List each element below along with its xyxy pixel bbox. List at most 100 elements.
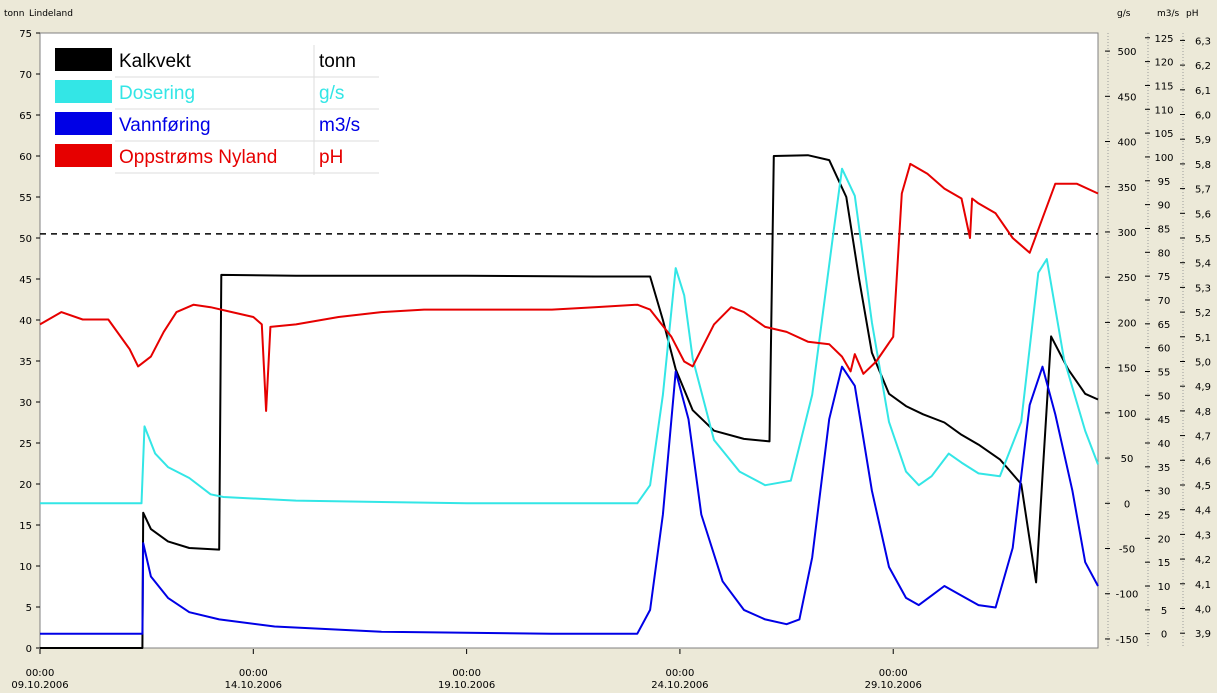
right-axis-unit-ph: pH xyxy=(1186,9,1198,19)
x-tick-label-time: 00:00 xyxy=(452,668,481,679)
y-tick-label-ph: 4,0 xyxy=(1195,604,1211,615)
legend-swatch-vannforing xyxy=(55,112,112,135)
y-tick-label-ph: 6,2 xyxy=(1195,61,1211,72)
y-tick-label-m3s: 35 xyxy=(1158,463,1171,474)
x-tick-label-time: 00:00 xyxy=(666,668,695,679)
y-tick-label-m3s: 120 xyxy=(1154,58,1173,69)
y-tick-label-gs: 250 xyxy=(1117,273,1136,284)
y-tick-label-ph: 5,5 xyxy=(1195,234,1211,245)
y-tick-label-gs: 50 xyxy=(1121,454,1134,465)
y-tick-label-m3s: 0 xyxy=(1161,630,1167,641)
y-tick-label-gs: 0 xyxy=(1124,499,1130,510)
y-tick-label-gs: 450 xyxy=(1117,92,1136,103)
y-tick-label-m3s: 40 xyxy=(1158,439,1171,450)
y-tick-label-tonn: 30 xyxy=(19,398,32,409)
y-tick-label-ph: 4,8 xyxy=(1195,407,1211,418)
y-tick-label-m3s: 110 xyxy=(1154,105,1173,116)
y-tick-label-tonn: 25 xyxy=(19,439,32,450)
x-tick-label-date: 29.10.2006 xyxy=(865,680,922,691)
y-tick-label-ph: 4,5 xyxy=(1195,481,1211,492)
legend-swatch-dosering xyxy=(55,80,112,103)
y-tick-label-ph: 4,9 xyxy=(1195,382,1211,393)
y-tick-label-m3s: 65 xyxy=(1158,320,1171,331)
series-line-ph xyxy=(39,162,1099,412)
right-axis-unit-m3s: m3/s xyxy=(1157,9,1180,19)
y-tick-label-gs: 150 xyxy=(1117,364,1136,375)
y-tick-label-ph: 4,4 xyxy=(1195,506,1211,517)
y-tick-label-ph: 5,8 xyxy=(1195,160,1211,171)
series-line-kalkvekt xyxy=(40,154,1099,649)
y-tick-label-tonn: 60 xyxy=(19,152,32,163)
y-tick-label-m3s: 75 xyxy=(1158,272,1171,283)
y-tick-label-m3s: 105 xyxy=(1154,129,1173,140)
right-axis-unit-gs: g/s xyxy=(1117,9,1131,19)
x-tick-label-date: 24.10.2006 xyxy=(651,680,708,691)
y-tick-label-ph: 6,0 xyxy=(1195,111,1211,122)
legend-label-ph: Oppstrøms Nyland xyxy=(119,147,277,168)
y-tick-label-m3s: 50 xyxy=(1158,391,1171,402)
y-tick-label-m3s: 125 xyxy=(1154,34,1173,45)
y-tick-label-ph: 5,0 xyxy=(1195,357,1211,368)
y-tick-label-ph: 4,2 xyxy=(1195,555,1211,566)
legend-unit-dosering: g/s xyxy=(319,83,344,104)
x-tick-label-time: 00:00 xyxy=(239,668,268,679)
left-axis-unit: tonn xyxy=(4,9,24,19)
y-tick-label-gs: 350 xyxy=(1117,183,1136,194)
legend-swatch-ph xyxy=(55,144,112,167)
series-line-dosering xyxy=(40,167,1099,505)
legend-swatch-kalkvekt xyxy=(55,48,112,71)
y-tick-label-ph: 3,9 xyxy=(1195,629,1211,640)
y-tick-label-ph: 4,3 xyxy=(1195,530,1211,541)
y-tick-label-m3s: 15 xyxy=(1158,558,1171,569)
y-tick-label-m3s: 10 xyxy=(1158,582,1171,593)
y-tick-label-tonn: 45 xyxy=(19,275,32,286)
y-tick-label-ph: 5,6 xyxy=(1195,209,1211,220)
x-tick-label-date: 19.10.2006 xyxy=(438,680,495,691)
y-tick-label-ph: 6,1 xyxy=(1195,86,1211,97)
y-tick-label-tonn: 50 xyxy=(19,234,32,245)
y-tick-label-tonn: 40 xyxy=(19,316,32,327)
y-tick-label-m3s: 55 xyxy=(1158,367,1171,378)
legend-unit-kalkvekt: tonn xyxy=(319,51,356,72)
series-line-vannforing xyxy=(40,365,1099,635)
y-tick-label-gs: 500 xyxy=(1117,47,1136,58)
y-tick-label-gs: 200 xyxy=(1117,318,1136,329)
y-tick-label-ph: 4,1 xyxy=(1195,580,1211,591)
y-tick-label-m3s: 25 xyxy=(1158,511,1171,522)
y-tick-label-ph: 5,1 xyxy=(1195,333,1211,344)
y-tick-label-m3s: 60 xyxy=(1158,344,1171,355)
y-tick-label-ph: 6,3 xyxy=(1195,36,1211,47)
y-tick-label-gs: -50 xyxy=(1119,545,1135,556)
legend-label-kalkvekt: Kalkvekt xyxy=(119,51,192,72)
y-tick-label-ph: 5,4 xyxy=(1195,259,1211,270)
y-tick-label-m3s: 80 xyxy=(1158,248,1171,259)
y-tick-label-ph: 4,6 xyxy=(1195,456,1211,467)
y-tick-label-m3s: 95 xyxy=(1158,177,1171,188)
y-tick-label-tonn: 75 xyxy=(19,29,32,40)
y-tick-label-tonn: 10 xyxy=(19,562,32,573)
legend-unit-ph: pH xyxy=(319,147,343,168)
y-tick-label-tonn: 35 xyxy=(19,357,32,368)
legend-unit-vannforing: m3/s xyxy=(319,115,360,136)
y-tick-label-m3s: 115 xyxy=(1154,81,1173,92)
y-tick-label-tonn: 65 xyxy=(19,111,32,122)
y-tick-label-tonn: 5 xyxy=(26,603,32,614)
station-name: Lindeland xyxy=(29,9,73,19)
chart-legend: Kalkvekt Dosering Vannføring Oppstrøms N… xyxy=(52,45,379,175)
y-tick-label-m3s: 100 xyxy=(1154,153,1173,164)
legend-label-vannforing: Vannføring xyxy=(119,115,211,136)
y-tick-label-tonn: 15 xyxy=(19,521,32,532)
x-tick-label-date: 14.10.2006 xyxy=(225,680,282,691)
y-tick-label-ph: 5,9 xyxy=(1195,135,1211,146)
x-tick-label-time: 00:00 xyxy=(26,668,55,679)
y-tick-label-m3s: 70 xyxy=(1158,296,1171,307)
chart-marks xyxy=(39,154,1099,649)
x-tick-label-time: 00:00 xyxy=(879,668,908,679)
y-tick-label-m3s: 30 xyxy=(1158,487,1171,498)
y-tick-label-gs: -100 xyxy=(1116,590,1139,601)
y-tick-label-tonn: 55 xyxy=(19,193,32,204)
y-tick-label-m3s: 45 xyxy=(1158,415,1171,426)
y-tick-label-gs: -150 xyxy=(1116,635,1139,646)
